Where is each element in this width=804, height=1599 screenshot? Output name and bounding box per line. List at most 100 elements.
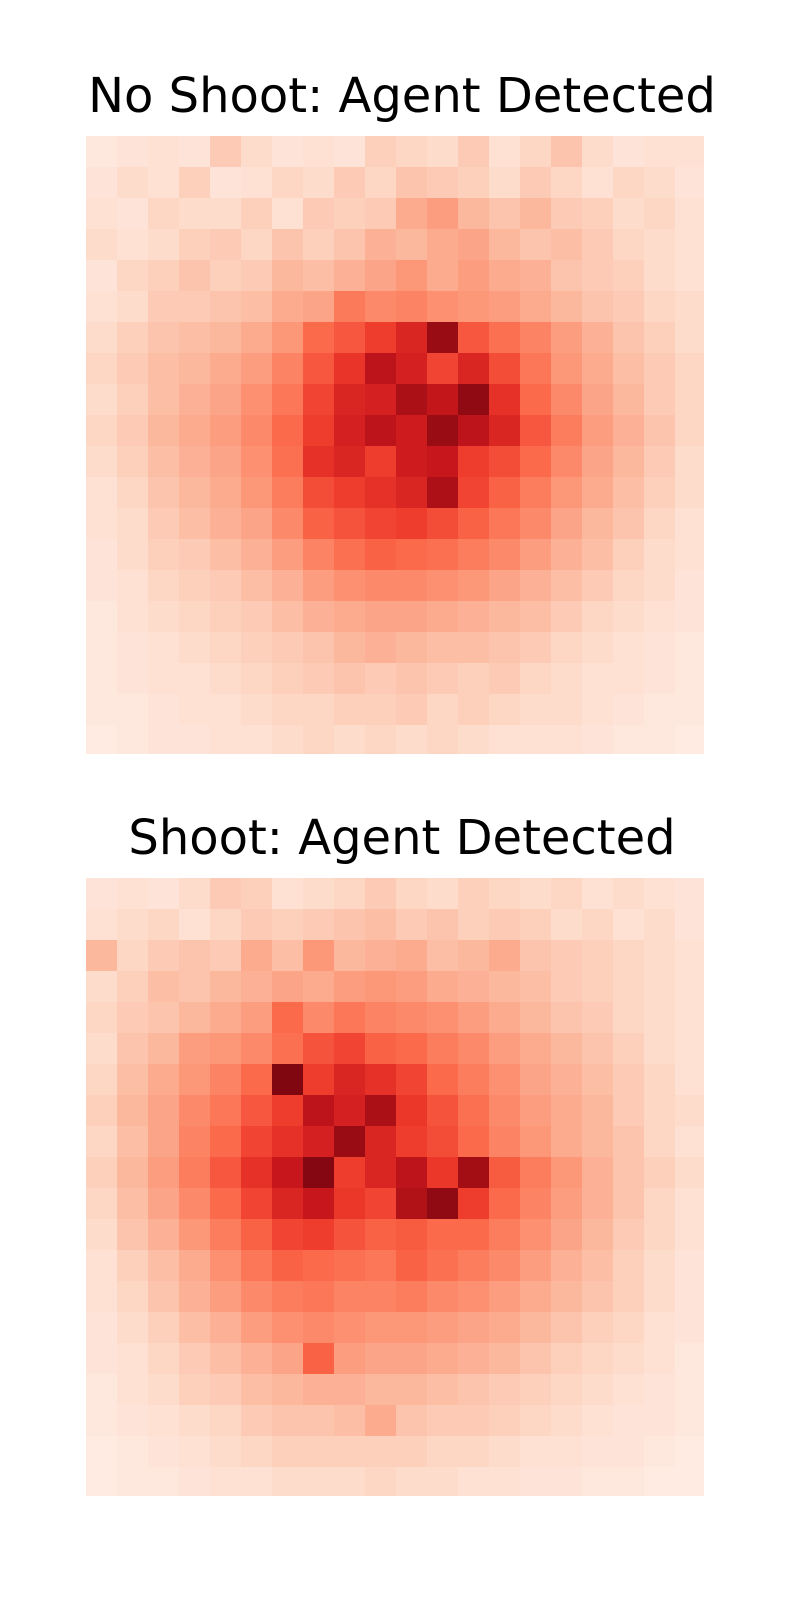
heatmap-cell: [675, 601, 704, 632]
heatmap-cell: [241, 477, 272, 508]
heatmap-cell: [148, 601, 179, 632]
heatmap-cell: [675, 291, 704, 322]
heatmap-cell: [241, 878, 272, 909]
heatmap-cell: [365, 384, 396, 415]
heatmap-cell: [644, 940, 675, 971]
heatmap-cell: [582, 229, 613, 260]
heatmap-cell: [520, 1436, 551, 1467]
heatmap-cell: [582, 1281, 613, 1312]
heatmap-cell: [396, 446, 427, 477]
heatmap-cell: [148, 167, 179, 198]
heatmap-cell: [582, 1343, 613, 1374]
heatmap-cell: [644, 1064, 675, 1095]
heatmap-cell: [86, 477, 117, 508]
heatmap-cell: [148, 940, 179, 971]
heatmap-cell: [551, 1064, 582, 1095]
heatmap-cell: [334, 198, 365, 229]
heatmap-cell: [303, 539, 334, 570]
heatmap-cell: [365, 260, 396, 291]
heatmap-cell: [241, 415, 272, 446]
heatmap-cell: [675, 1064, 704, 1095]
heatmap-cell: [675, 971, 704, 1002]
heatmap-cell: [520, 940, 551, 971]
heatmap-cell: [675, 632, 704, 663]
heatmap-cell: [427, 415, 458, 446]
heatmap-cell: [86, 971, 117, 1002]
heatmap-cell: [396, 1157, 427, 1188]
heatmap-cell: [644, 601, 675, 632]
heatmap-cell: [551, 1405, 582, 1436]
heatmap-cell: [582, 446, 613, 477]
heatmap-cell: [241, 1467, 272, 1496]
heatmap-cell: [551, 971, 582, 1002]
heatmap-cell: [582, 1436, 613, 1467]
heatmap-cell: [303, 570, 334, 601]
heatmap-cell: [303, 694, 334, 725]
heatmap-cell: [675, 1467, 704, 1496]
heatmap-cell: [179, 971, 210, 1002]
heatmap-cell: [644, 1033, 675, 1064]
heatmap-cell: [551, 1436, 582, 1467]
heatmap-cell: [365, 229, 396, 260]
heatmap-cell: [520, 322, 551, 353]
heatmap-cell: [148, 1188, 179, 1219]
heatmap-cell: [365, 940, 396, 971]
heatmap-cell: [365, 1064, 396, 1095]
heatmap-cell: [365, 136, 396, 167]
heatmap-cell: [551, 446, 582, 477]
heatmap-cell: [458, 477, 489, 508]
heatmap-cell: [241, 1250, 272, 1281]
heatmap-cell: [551, 291, 582, 322]
heatmap-cell: [582, 1467, 613, 1496]
heatmap-cell: [489, 415, 520, 446]
heatmap-shoot: [86, 878, 704, 1496]
heatmap-cell: [613, 1095, 644, 1126]
heatmap-cell: [365, 570, 396, 601]
heatmap-cell: [334, 167, 365, 198]
heatmap-cell: [148, 353, 179, 384]
heatmap-cell: [334, 570, 365, 601]
heatmap-cell: [458, 1095, 489, 1126]
heatmap-cell: [458, 694, 489, 725]
heatmap-cell: [551, 353, 582, 384]
heatmap-cell: [427, 1405, 458, 1436]
heatmap-cell: [241, 1126, 272, 1157]
heatmap-cell: [272, 663, 303, 694]
heatmap-cell: [334, 1157, 365, 1188]
heatmap-cell: [675, 198, 704, 229]
heatmap-cell: [427, 1126, 458, 1157]
heatmap-cell: [396, 1436, 427, 1467]
heatmap-cell: [117, 971, 148, 1002]
heatmap-cell: [582, 663, 613, 694]
heatmap-cell: [551, 1281, 582, 1312]
heatmap-cell: [458, 198, 489, 229]
heatmap-cell: [396, 167, 427, 198]
heatmap-cell: [427, 971, 458, 1002]
heatmap-cell: [272, 570, 303, 601]
heatmap-cell: [427, 136, 458, 167]
heatmap-cell: [241, 508, 272, 539]
heatmap-cell: [117, 136, 148, 167]
heatmap-cell: [520, 1095, 551, 1126]
heatmap-cell: [210, 694, 241, 725]
heatmap-cell: [644, 415, 675, 446]
heatmap-cell: [675, 1095, 704, 1126]
heatmap-cell: [675, 508, 704, 539]
heatmap-cell: [272, 136, 303, 167]
heatmap-cell: [644, 260, 675, 291]
heatmap-cell: [241, 1343, 272, 1374]
heatmap-cell: [148, 1064, 179, 1095]
heatmap-cell: [303, 601, 334, 632]
heatmap-cell: [241, 1374, 272, 1405]
heatmap-no-shoot: [86, 136, 704, 754]
heatmap-cell: [86, 198, 117, 229]
heatmap-cell: [613, 260, 644, 291]
heatmap-cell: [365, 167, 396, 198]
heatmap-cell: [86, 1157, 117, 1188]
heatmap-cell: [241, 446, 272, 477]
heatmap-cell: [241, 909, 272, 940]
heatmap-cell: [489, 694, 520, 725]
heatmap-cell: [334, 1219, 365, 1250]
heatmap-cell: [551, 1033, 582, 1064]
heatmap-cell: [551, 477, 582, 508]
